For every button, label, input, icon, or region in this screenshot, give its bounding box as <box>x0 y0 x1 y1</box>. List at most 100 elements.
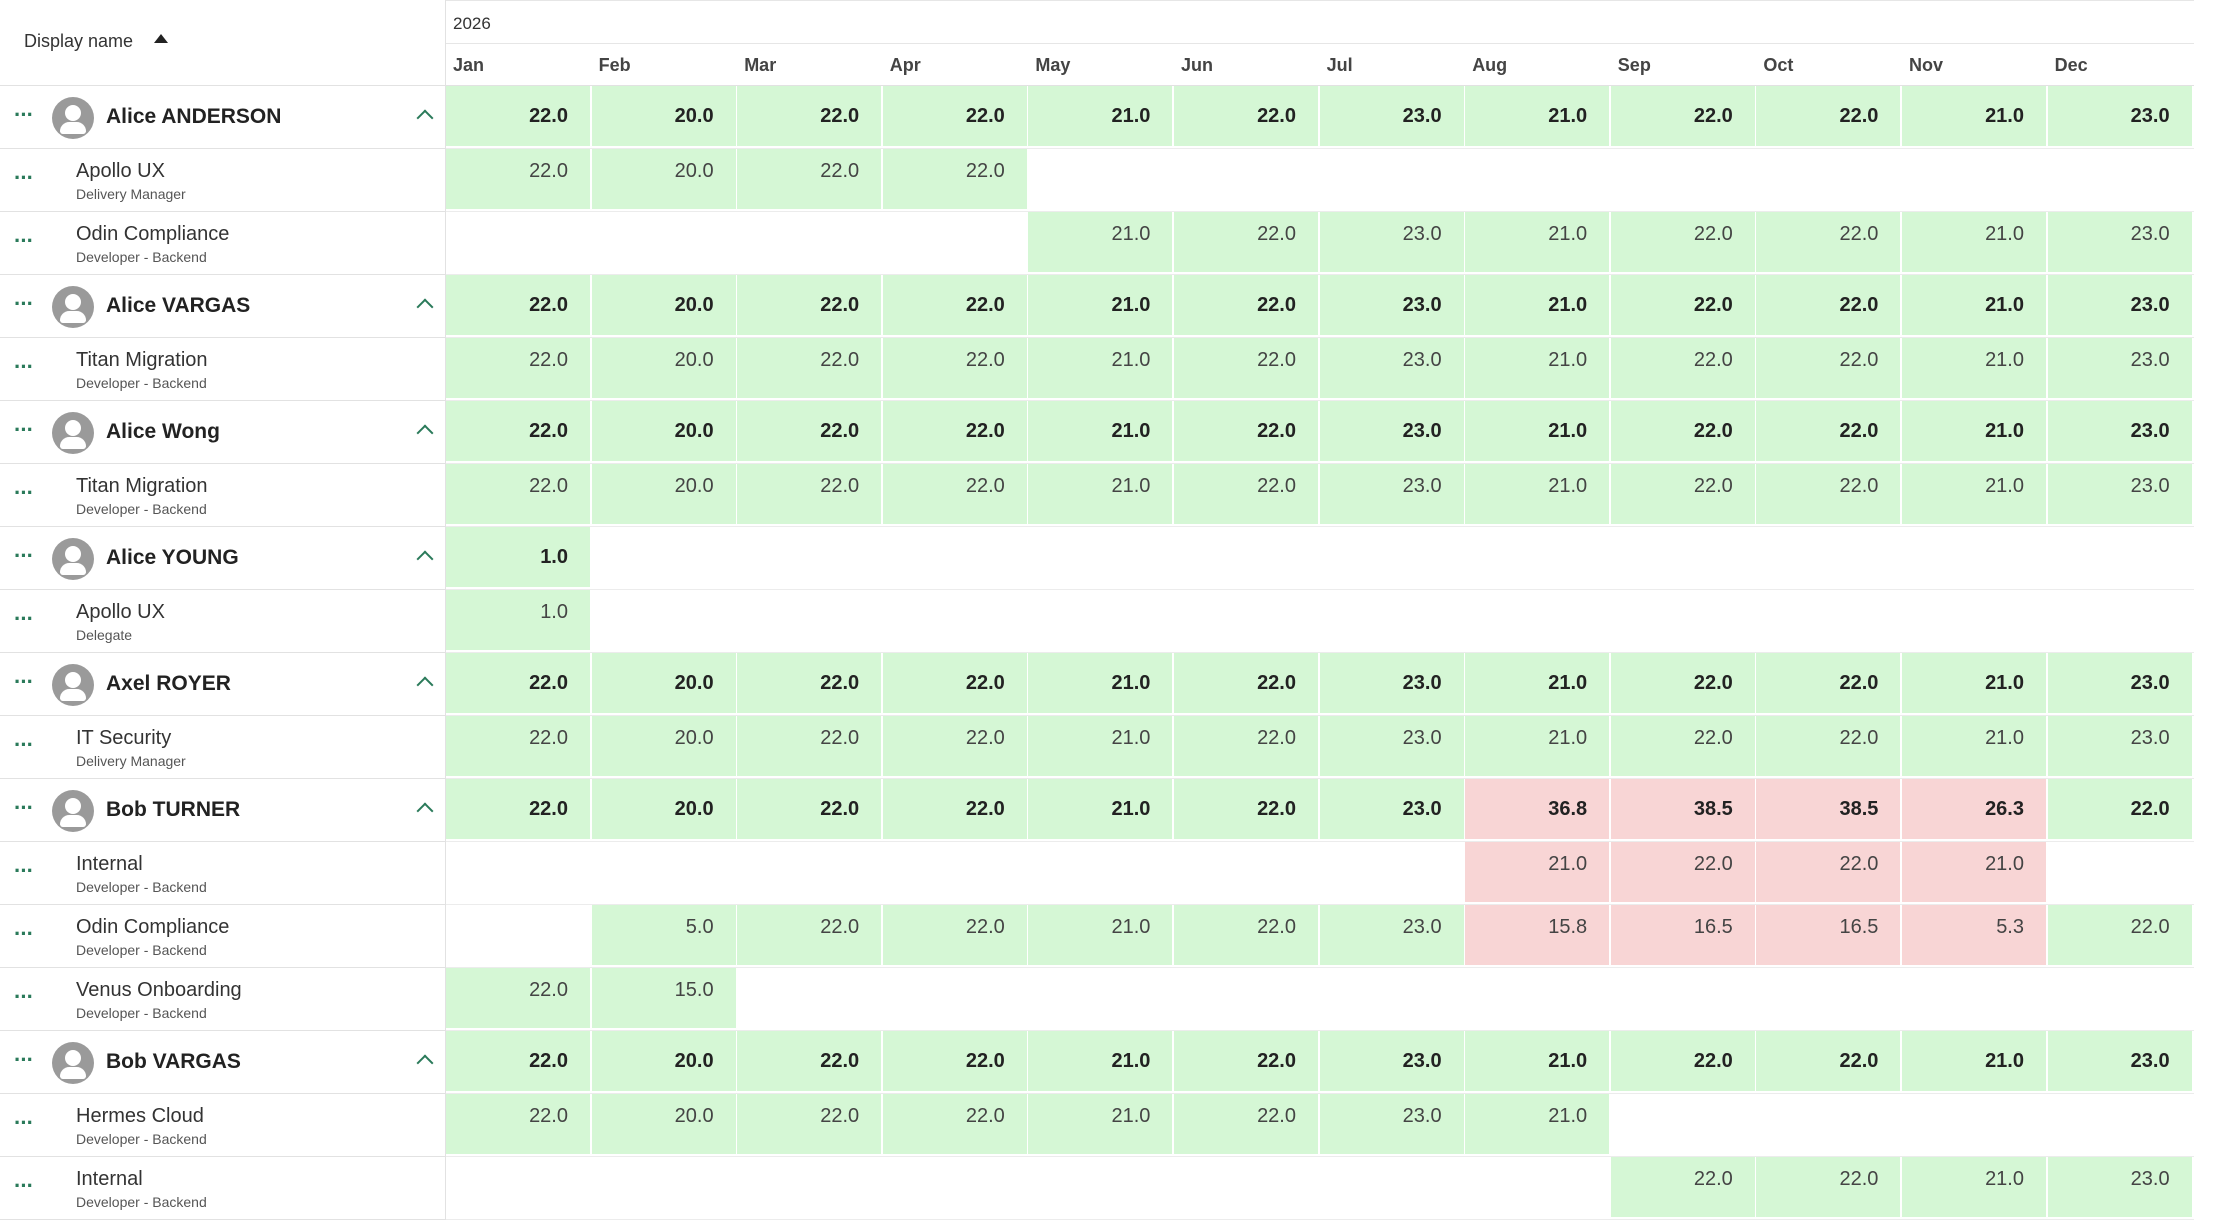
allocation-cell-jun[interactable]: 22.0 <box>1174 275 1318 335</box>
allocation-cell-apr[interactable]: 22.0 <box>882 905 1027 965</box>
allocation-cell-apr[interactable]: 22.0 <box>882 401 1027 461</box>
allocation-cell-jan[interactable]: 1.0 <box>446 590 590 650</box>
allocation-cell-sep[interactable]: 22.0 <box>1610 1031 1755 1091</box>
allocation-cell-aug[interactable]: 21.0 <box>1465 1094 1610 1154</box>
more-horizontal-icon[interactable]: ··· <box>14 165 34 190</box>
allocation-cell-mar[interactable]: 22.0 <box>737 716 882 776</box>
more-horizontal-icon[interactable]: ··· <box>14 480 34 505</box>
allocation-cell-oct[interactable]: 22.0 <box>1756 653 1901 713</box>
allocation-cell-dec[interactable]: 23.0 <box>2047 1031 2192 1091</box>
allocation-cell-nov[interactable]: 21.0 <box>1902 212 2046 272</box>
allocation-cell-feb[interactable]: 20.0 <box>591 401 736 461</box>
allocation-cell-apr[interactable]: 22.0 <box>882 338 1027 398</box>
allocation-cell-apr[interactable]: 22.0 <box>882 464 1027 524</box>
allocation-cell-aug[interactable]: 21.0 <box>1465 338 1610 398</box>
allocation-cell-jun[interactable]: 22.0 <box>1174 716 1318 776</box>
allocation-cell-sep[interactable]: 16.5 <box>1610 905 1755 965</box>
allocation-cell-may[interactable]: 21.0 <box>1028 338 1173 398</box>
more-horizontal-icon[interactable]: ··· <box>14 417 34 442</box>
allocation-cell-jan[interactable]: 22.0 <box>446 968 590 1028</box>
allocation-cell-may[interactable]: 21.0 <box>1028 275 1173 335</box>
allocation-cell-oct[interactable]: 38.5 <box>1756 779 1901 839</box>
allocation-cell-oct[interactable]: 22.0 <box>1756 1031 1901 1091</box>
allocation-cell-jul[interactable]: 23.0 <box>1319 1094 1464 1154</box>
allocation-cell-jan[interactable]: 22.0 <box>446 1094 590 1154</box>
allocation-cell-sep[interactable]: 22.0 <box>1610 653 1755 713</box>
allocation-cell-sep[interactable]: 22.0 <box>1610 86 1755 146</box>
allocation-cell-may[interactable]: 21.0 <box>1028 401 1173 461</box>
allocation-cell-jun[interactable]: 22.0 <box>1174 338 1318 398</box>
allocation-cell-feb[interactable]: 20.0 <box>591 716 736 776</box>
more-horizontal-icon[interactable]: ··· <box>14 291 34 316</box>
allocation-cell-feb[interactable]: 20.0 <box>591 1031 736 1091</box>
allocation-cell-dec[interactable]: 23.0 <box>2047 338 2192 398</box>
allocation-cell-jan[interactable]: 1.0 <box>446 527 590 587</box>
allocation-cell-dec[interactable]: 23.0 <box>2047 212 2192 272</box>
allocation-cell-nov[interactable]: 26.3 <box>1902 779 2046 839</box>
more-horizontal-icon[interactable]: ··· <box>14 543 34 568</box>
allocation-cell-sep[interactable]: 38.5 <box>1610 779 1755 839</box>
chevron-up-icon[interactable] <box>416 1054 434 1072</box>
allocation-cell-oct[interactable]: 22.0 <box>1756 1157 1901 1217</box>
allocation-cell-nov[interactable]: 21.0 <box>1902 401 2046 461</box>
allocation-cell-oct[interactable]: 22.0 <box>1756 716 1901 776</box>
allocation-cell-nov[interactable]: 21.0 <box>1902 464 2046 524</box>
allocation-cell-apr[interactable]: 22.0 <box>882 1031 1027 1091</box>
allocation-cell-oct[interactable]: 22.0 <box>1756 338 1901 398</box>
allocation-cell-feb[interactable]: 20.0 <box>591 338 736 398</box>
allocation-cell-nov[interactable]: 21.0 <box>1902 338 2046 398</box>
more-horizontal-icon[interactable]: ··· <box>14 732 34 757</box>
allocation-cell-mar[interactable]: 22.0 <box>737 275 882 335</box>
more-horizontal-icon[interactable]: ··· <box>14 228 34 253</box>
allocation-cell-sep[interactable]: 22.0 <box>1610 716 1755 776</box>
allocation-cell-aug[interactable]: 21.0 <box>1465 716 1610 776</box>
allocation-cell-nov[interactable]: 21.0 <box>1902 842 2046 902</box>
allocation-cell-aug[interactable]: 15.8 <box>1465 905 1610 965</box>
allocation-cell-jul[interactable]: 23.0 <box>1319 338 1464 398</box>
chevron-up-icon[interactable] <box>416 802 434 820</box>
allocation-cell-aug[interactable]: 21.0 <box>1465 86 1610 146</box>
allocation-cell-jun[interactable]: 22.0 <box>1174 464 1318 524</box>
allocation-cell-may[interactable]: 21.0 <box>1028 905 1173 965</box>
allocation-cell-sep[interactable]: 22.0 <box>1610 338 1755 398</box>
allocation-cell-may[interactable]: 21.0 <box>1028 212 1173 272</box>
allocation-cell-sep[interactable]: 22.0 <box>1610 401 1755 461</box>
allocation-cell-apr[interactable]: 22.0 <box>882 1094 1027 1154</box>
allocation-cell-may[interactable]: 21.0 <box>1028 653 1173 713</box>
allocation-cell-sep[interactable]: 22.0 <box>1610 842 1755 902</box>
allocation-cell-sep[interactable]: 22.0 <box>1610 212 1755 272</box>
allocation-cell-jan[interactable]: 22.0 <box>446 716 590 776</box>
allocation-cell-jul[interactable]: 23.0 <box>1319 653 1464 713</box>
allocation-cell-jan[interactable]: 22.0 <box>446 401 590 461</box>
allocation-cell-oct[interactable]: 22.0 <box>1756 212 1901 272</box>
allocation-cell-jul[interactable]: 23.0 <box>1319 1031 1464 1091</box>
allocation-cell-feb[interactable]: 5.0 <box>591 905 736 965</box>
allocation-cell-oct[interactable]: 16.5 <box>1756 905 1901 965</box>
allocation-cell-mar[interactable]: 22.0 <box>737 653 882 713</box>
more-horizontal-icon[interactable]: ··· <box>14 921 34 946</box>
allocation-cell-jun[interactable]: 22.0 <box>1174 1094 1318 1154</box>
allocation-cell-jan[interactable]: 22.0 <box>446 653 590 713</box>
allocation-cell-jan[interactable]: 22.0 <box>446 464 590 524</box>
allocation-cell-nov[interactable]: 21.0 <box>1902 1157 2046 1217</box>
allocation-cell-sep[interactable]: 22.0 <box>1610 1157 1755 1217</box>
allocation-cell-jul[interactable]: 23.0 <box>1319 716 1464 776</box>
chevron-up-icon[interactable] <box>416 550 434 568</box>
allocation-cell-dec[interactable]: 23.0 <box>2047 86 2192 146</box>
allocation-cell-oct[interactable]: 22.0 <box>1756 401 1901 461</box>
allocation-cell-feb[interactable]: 20.0 <box>591 1094 736 1154</box>
allocation-cell-apr[interactable]: 22.0 <box>882 149 1027 209</box>
allocation-cell-mar[interactable]: 22.0 <box>737 1094 882 1154</box>
allocation-cell-feb[interactable]: 20.0 <box>591 464 736 524</box>
allocation-cell-apr[interactable]: 22.0 <box>882 779 1027 839</box>
allocation-cell-dec[interactable]: 23.0 <box>2047 653 2192 713</box>
allocation-cell-mar[interactable]: 22.0 <box>737 905 882 965</box>
allocation-cell-may[interactable]: 21.0 <box>1028 464 1173 524</box>
more-horizontal-icon[interactable]: ··· <box>14 1047 34 1072</box>
allocation-cell-jun[interactable]: 22.0 <box>1174 86 1318 146</box>
more-horizontal-icon[interactable]: ··· <box>14 354 34 379</box>
allocation-cell-jul[interactable]: 23.0 <box>1319 275 1464 335</box>
allocation-cell-mar[interactable]: 22.0 <box>737 464 882 524</box>
allocation-cell-aug[interactable]: 21.0 <box>1465 1031 1610 1091</box>
more-horizontal-icon[interactable]: ··· <box>14 795 34 820</box>
